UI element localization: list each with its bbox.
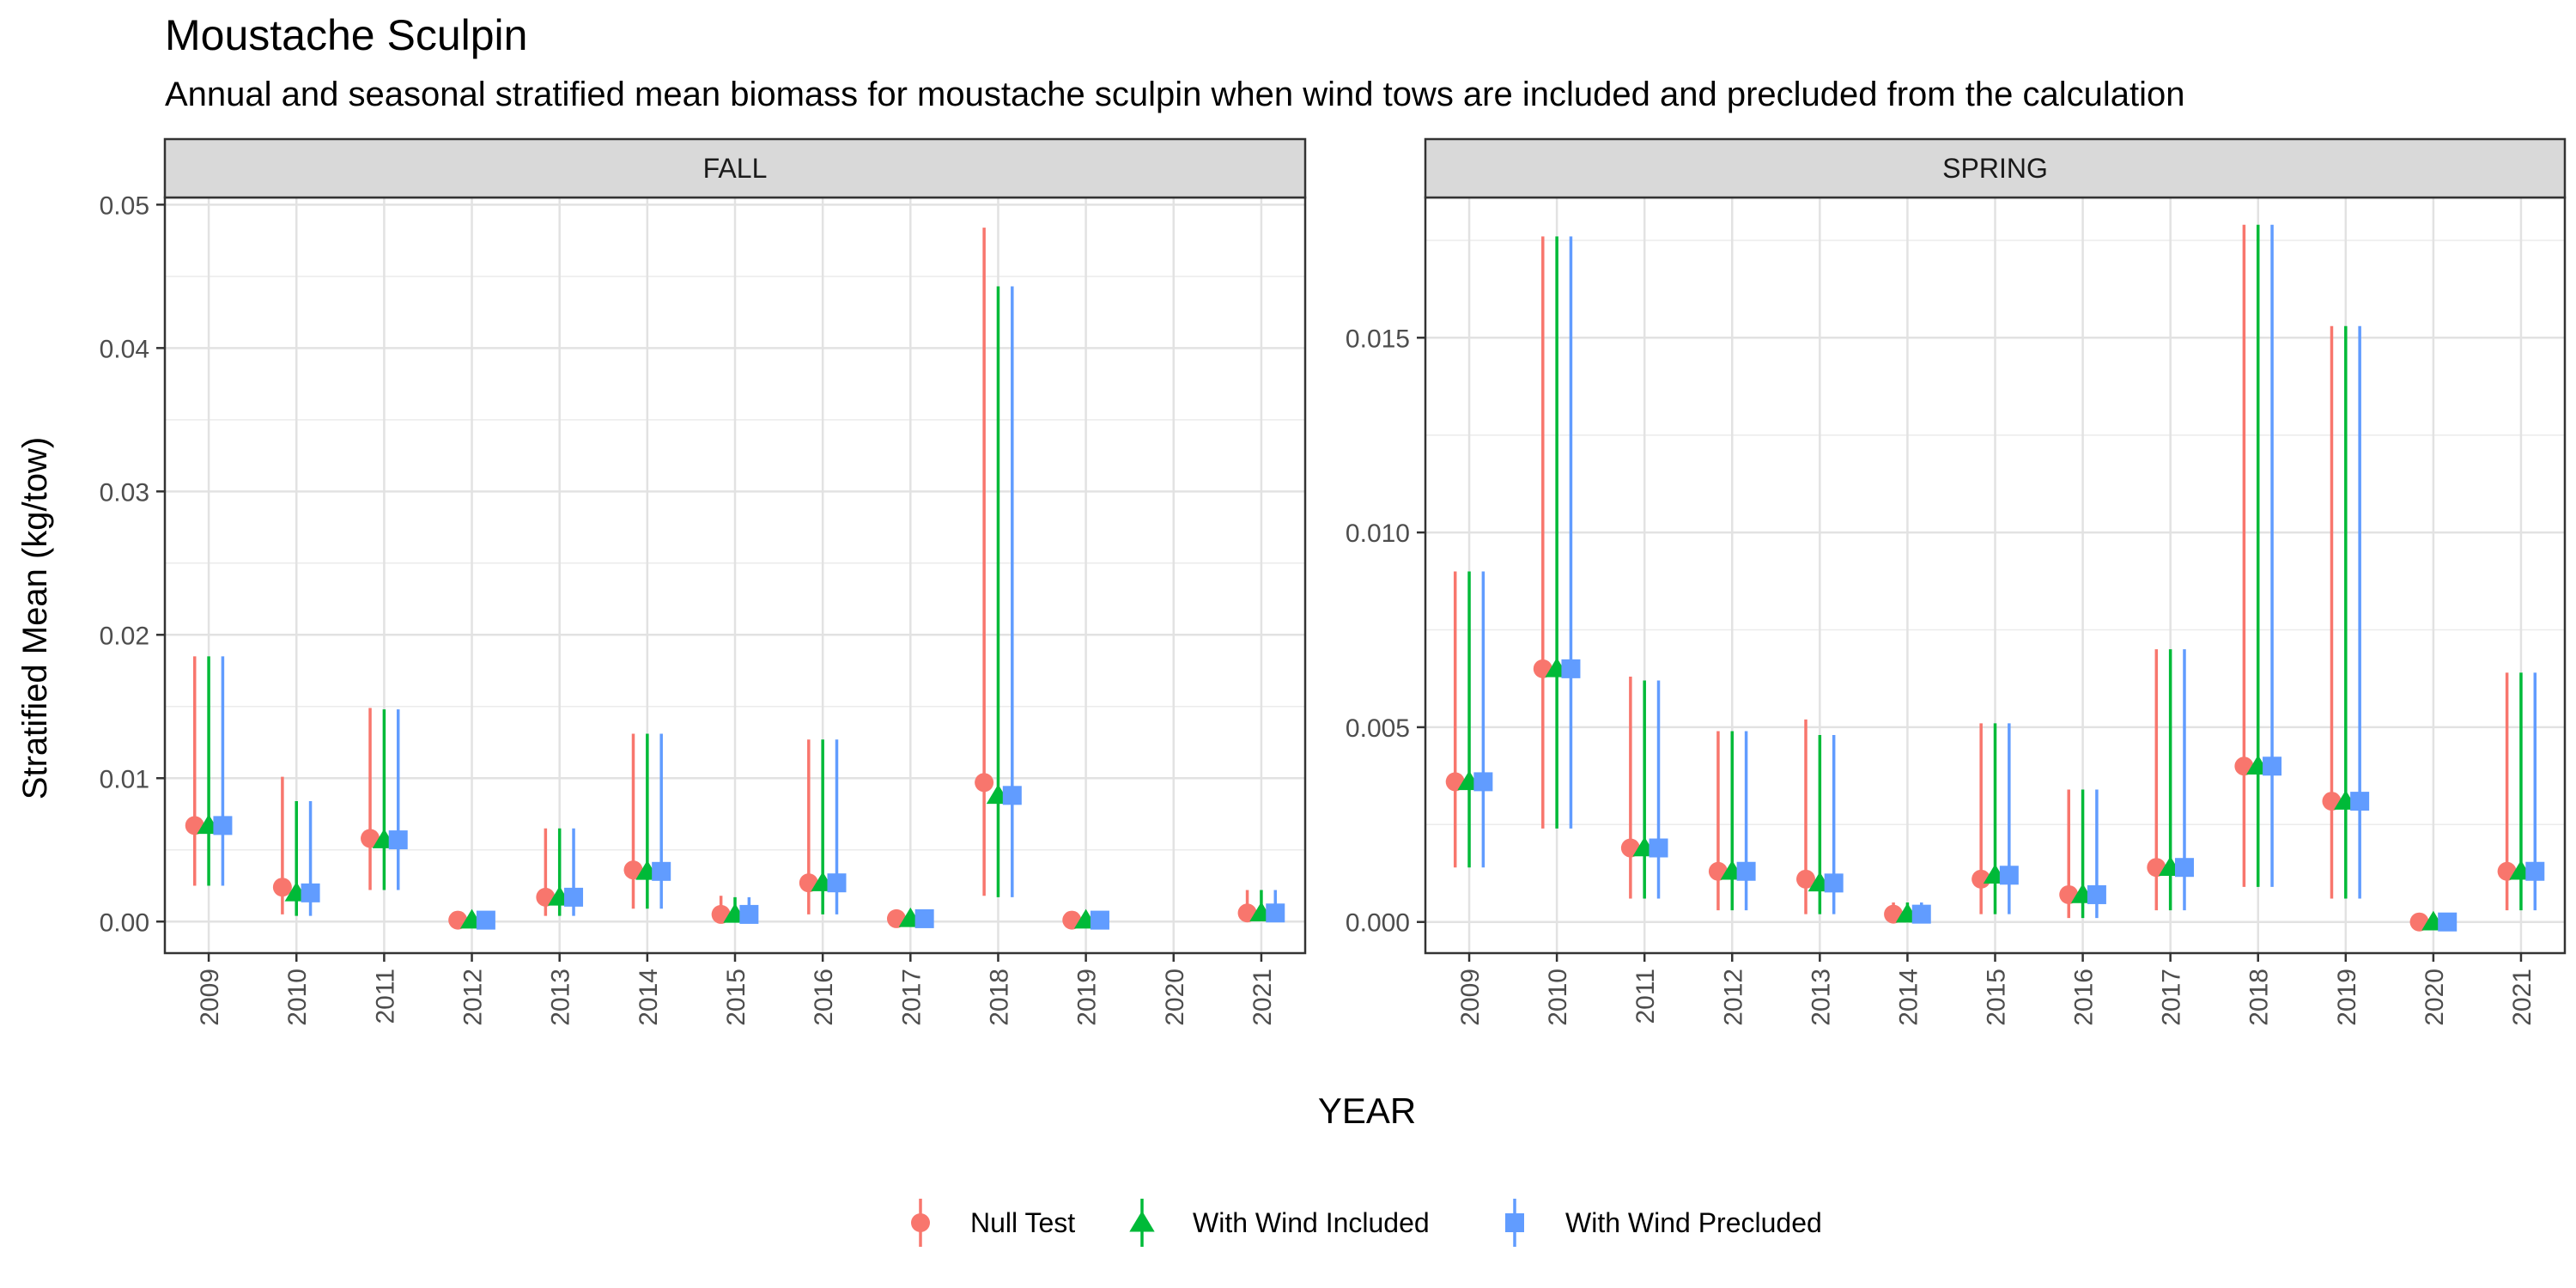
data-point-with-wind-precluded-2017 [914, 908, 934, 928]
x-tick-label: 2012 [459, 969, 488, 1026]
x-tick-label: 2009 [1456, 969, 1485, 1026]
data-point-null-test-2013 [1796, 869, 1816, 889]
x-tick-label: 2018 [985, 969, 1013, 1026]
legend-label: With Wind Included [1193, 1207, 1430, 1238]
x-tick-label: 2012 [1719, 969, 1747, 1026]
y-tick-label: 0.00 [100, 908, 149, 937]
data-point-with-wind-precluded-2012 [1736, 861, 1756, 881]
data-point-null-test-2018 [975, 773, 994, 793]
x-tick-label: 2016 [810, 969, 838, 1026]
data-point-with-wind-precluded-2015 [1999, 866, 2019, 885]
y-tick-label: 0.015 [1346, 325, 1410, 353]
x-tick-label: 2019 [2333, 969, 2361, 1026]
x-tick-label: 2018 [2245, 969, 2274, 1026]
x-tick-label: 2015 [1983, 969, 2011, 1026]
x-tick-label: 2009 [196, 969, 224, 1026]
y-axis-label: Stratified Mean (kg/tow) [16, 437, 54, 799]
facet-strip-fall [163, 137, 1307, 199]
y-tick-label: 0.04 [100, 335, 149, 363]
data-point-with-wind-precluded-2011 [1649, 838, 1668, 858]
x-tick-label: 2014 [635, 969, 663, 1026]
data-point-with-wind-precluded-2014 [652, 861, 671, 881]
data-point-with-wind-precluded-2017 [2174, 858, 2194, 878]
data-point-with-wind-precluded-2011 [388, 830, 408, 850]
data-point-with-wind-precluded-2012 [476, 910, 495, 930]
x-tick-label: 2010 [283, 969, 312, 1026]
data-point-null-test-2015 [1971, 869, 1991, 889]
legend-label: Null Test [970, 1207, 1075, 1238]
x-tick-label: 2020 [2421, 969, 2449, 1026]
data-point-with-wind-precluded-2010 [301, 883, 320, 902]
data-point-with-wind-precluded-2021 [1266, 903, 1285, 923]
legend-key-symbol [911, 1213, 930, 1232]
data-point-with-wind-precluded-2018 [2263, 756, 2282, 776]
facet-strip-spring [1424, 137, 2567, 199]
x-tick-label: 2016 [2070, 969, 2099, 1026]
data-point-with-wind-precluded-2019 [1090, 910, 1109, 930]
data-point-with-wind-precluded-2009 [213, 816, 233, 835]
data-point-with-wind-precluded-2013 [564, 887, 584, 907]
facet-label-spring: SPRING [1942, 153, 2048, 184]
chart-subtitle: Annual and seasonal stratified mean biom… [165, 76, 2185, 113]
data-point-null-test-2014 [623, 860, 643, 880]
data-point-with-wind-precluded-2016 [2087, 884, 2106, 904]
data-point-with-wind-precluded-2015 [739, 904, 759, 924]
x-tick-label: 2021 [2508, 969, 2537, 1026]
data-point-null-test-2010 [272, 878, 292, 897]
x-tick-label: 2019 [1073, 969, 1102, 1026]
x-axis-label: YEAR [1318, 1091, 1416, 1131]
y-tick-label: 0.005 [1346, 714, 1410, 743]
data-point-with-wind-precluded-2013 [1824, 873, 1844, 893]
y-tick-label: 0.05 [100, 191, 149, 220]
data-point-with-wind-precluded-2020 [2438, 912, 2458, 932]
x-tick-label: 2015 [722, 969, 750, 1026]
data-point-with-wind-precluded-2016 [827, 873, 847, 893]
y-tick-label: 0.01 [100, 765, 149, 793]
y-tick-label: 0.02 [100, 622, 149, 650]
x-tick-label: 2013 [547, 969, 575, 1026]
legend-label: With Wind Precluded [1565, 1207, 1822, 1238]
x-tick-label: 2010 [1544, 969, 1572, 1026]
x-tick-label: 2013 [1807, 969, 1835, 1026]
data-point-null-test-2011 [361, 829, 380, 848]
legend-item-with-wind-included: With Wind Included [1129, 1199, 1430, 1247]
data-point-with-wind-precluded-2019 [2350, 792, 2370, 811]
facet-label-fall: FALL [703, 153, 768, 184]
y-tick-label: 0.03 [100, 478, 149, 507]
legend-key-symbol [1129, 1211, 1155, 1232]
x-tick-label: 2021 [1249, 969, 1277, 1026]
y-tick-label: 0.010 [1346, 519, 1410, 548]
x-tick-label: 2017 [2158, 969, 2186, 1026]
legend-item-with-wind-precluded: With Wind Precluded [1505, 1199, 1822, 1247]
legend-key-symbol [1505, 1213, 1524, 1232]
legend-item-null-test: Null Test [911, 1199, 1075, 1247]
x-tick-label: 2020 [1161, 969, 1189, 1026]
x-tick-label: 2017 [897, 969, 926, 1026]
data-point-with-wind-precluded-2021 [2525, 861, 2545, 881]
data-point-with-wind-precluded-2018 [1002, 786, 1022, 805]
x-tick-label: 2011 [371, 969, 399, 1024]
data-point-with-wind-precluded-2010 [1561, 659, 1581, 678]
data-point-with-wind-precluded-2014 [1911, 904, 1931, 924]
x-tick-label: 2014 [1894, 969, 1923, 1026]
chart-title: Moustache Sculpin [165, 11, 528, 59]
x-tick-label: 2011 [1631, 969, 1660, 1024]
data-point-with-wind-precluded-2009 [1473, 772, 1493, 792]
y-tick-label: 0.000 [1346, 909, 1410, 938]
